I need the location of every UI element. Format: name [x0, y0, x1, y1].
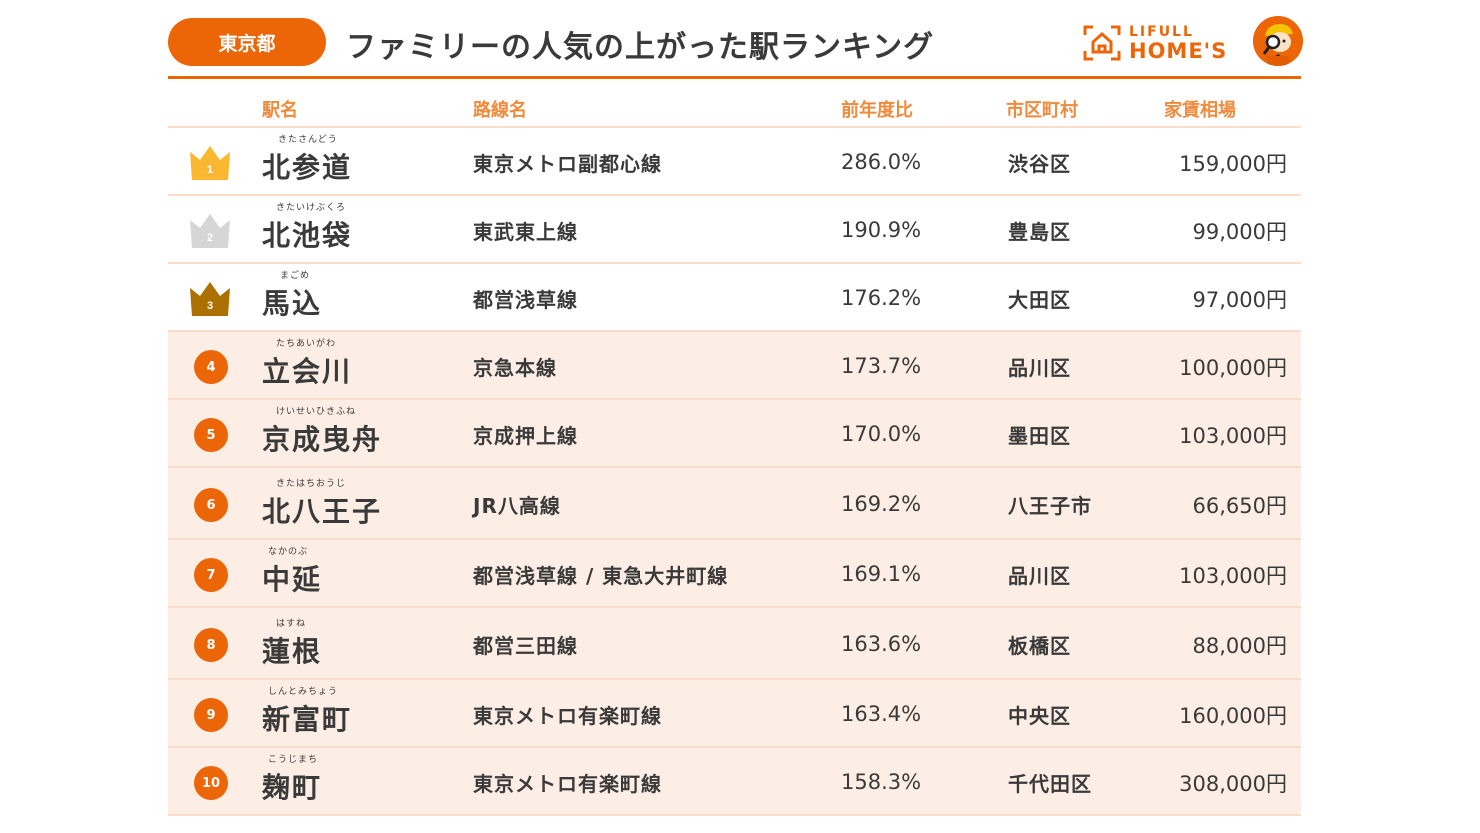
logo-line2: HOME'S — [1129, 38, 1228, 63]
crown-silver-icon: 2 — [188, 214, 232, 248]
line-name: 京急本線 — [473, 356, 557, 380]
line-name: 京成押上線 — [473, 424, 578, 448]
station-ruby: きたはちおうじ — [276, 479, 347, 489]
rank-badge: 8 — [194, 628, 228, 662]
line-name: 東武東上線 — [473, 220, 578, 244]
ratio-value: 286.0% — [841, 150, 922, 174]
station-ruby: なかのぶ — [268, 547, 309, 557]
table-row: 8 はすね 蓮根 都営三田線 163.6% 板橋区 88,000円 — [168, 608, 1301, 680]
column-header-ratio: 前年度比 — [841, 100, 913, 121]
table-row: 2 きたいけぶくろ 北池袋 東武東上線 190.9% 豊島区 99,000円 — [168, 196, 1301, 264]
ratio-value: 190.9% — [841, 218, 922, 242]
ratio-value: 170.0% — [841, 422, 922, 446]
station-ruby: まごめ — [280, 271, 311, 281]
city-name: 板橋区 — [1008, 634, 1071, 658]
table-row: 1 きたさんどう 北参道 東京メトロ副都心線 286.0% 渋谷区 159,00… — [168, 128, 1301, 196]
ratio-value: 169.2% — [841, 492, 922, 516]
rent-value: 88,000円 — [1192, 634, 1287, 658]
city-name: 渋谷区 — [1008, 152, 1071, 176]
station-name: 北八王子 — [262, 495, 383, 528]
house-frame-icon — [1083, 25, 1121, 61]
rent-value: 103,000円 — [1179, 424, 1287, 448]
prefecture-badge: 東京都 — [168, 18, 326, 66]
rank-number: 1 — [207, 164, 213, 176]
lifull-homes-logo: LIFULL HOME'S — [1083, 20, 1243, 66]
mascot-magnifier-icon — [1253, 16, 1303, 66]
station-ruby: しんとみちょう — [268, 687, 339, 697]
page-title: ファミリーの人気の上がった駅ランキング — [346, 30, 935, 65]
line-name: 東京メトロ副都心線 — [473, 152, 662, 176]
city-name: 中央区 — [1008, 704, 1071, 728]
station-name: 中延 — [262, 563, 323, 596]
table-row: 10 こうじまち 麹町 東京メトロ有楽町線 158.3% 千代田区 308,00… — [168, 748, 1301, 816]
rank-number: 3 — [207, 300, 213, 312]
rank-badge: 10 — [194, 766, 228, 800]
table-row: 6 きたはちおうじ 北八王子 JR八高線 169.2% 八王子市 66,650円 — [168, 468, 1301, 540]
station-ruby: きたいけぶくろ — [276, 203, 347, 213]
ratio-value: 176.2% — [841, 286, 922, 310]
city-name: 品川区 — [1008, 564, 1071, 588]
crown-bronze-icon: 3 — [188, 282, 232, 316]
city-name: 墨田区 — [1008, 424, 1071, 448]
city-name: 豊島区 — [1008, 220, 1071, 244]
table-row: 7 なかのぶ 中延 都営浅草線 / 東急大井町線 169.1% 品川区 103,… — [168, 540, 1301, 608]
table-row: 3 まごめ 馬込 都営浅草線 176.2% 大田区 97,000円 — [168, 264, 1301, 332]
city-name: 品川区 — [1008, 356, 1071, 380]
station-name: 麹町 — [262, 771, 323, 804]
page-header: 東京都 ファミリーの人気の上がった駅ランキング LIFULL HOME'S — [168, 16, 1303, 78]
table-header: 駅名 路線名 前年度比 市区町村 家賃相場 — [168, 90, 1301, 128]
ratio-value: 169.1% — [841, 562, 922, 586]
header-divider — [168, 76, 1301, 79]
line-name: 都営浅草線 / 東急大井町線 — [473, 564, 729, 588]
rent-value: 100,000円 — [1179, 356, 1287, 380]
station-ruby: こうじまち — [268, 755, 319, 765]
station-name: 馬込 — [262, 287, 323, 320]
station-ruby: たちあいがわ — [276, 339, 337, 349]
table-row: 5 けいせいひきふね 京成曳舟 京成押上線 170.0% 墨田区 103,000… — [168, 400, 1301, 468]
station-name: 立会川 — [262, 355, 353, 388]
column-header-rent: 家賃相場 — [1164, 100, 1236, 121]
station-name: 北池袋 — [262, 219, 353, 252]
station-name: 北参道 — [262, 151, 353, 184]
line-name: 東京メトロ有楽町線 — [473, 772, 662, 796]
rent-value: 159,000円 — [1179, 152, 1287, 176]
ratio-value: 163.4% — [841, 702, 922, 726]
rank-badge: 6 — [194, 488, 228, 522]
line-name: 都営浅草線 — [473, 288, 578, 312]
city-name: 八王子市 — [1008, 494, 1092, 518]
logo-line1: LIFULL — [1129, 23, 1194, 40]
table-row: 4 たちあいがわ 立会川 京急本線 173.7% 品川区 100,000円 — [168, 332, 1301, 400]
line-name: JR八高線 — [473, 494, 561, 518]
rank-badge: 5 — [194, 418, 228, 452]
station-name: 新富町 — [262, 703, 353, 736]
column-header-line: 路線名 — [473, 100, 527, 121]
rent-value: 97,000円 — [1192, 288, 1287, 312]
crown-gold-icon: 1 — [188, 146, 232, 180]
rent-value: 160,000円 — [1179, 704, 1287, 728]
column-header-city: 市区町村 — [1006, 100, 1078, 121]
ratio-value: 163.6% — [841, 632, 922, 656]
station-name: 京成曳舟 — [262, 423, 383, 456]
table-row: 9 しんとみちょう 新富町 東京メトロ有楽町線 163.4% 中央区 160,0… — [168, 680, 1301, 748]
rank-badge: 9 — [194, 698, 228, 732]
city-name: 大田区 — [1008, 288, 1071, 312]
station-ruby: はすね — [276, 619, 307, 629]
line-name: 東京メトロ有楽町線 — [473, 704, 662, 728]
ratio-value: 158.3% — [841, 770, 922, 794]
rent-value: 99,000円 — [1192, 220, 1287, 244]
rent-value: 66,650円 — [1192, 494, 1287, 518]
station-ruby: きたさんどう — [278, 135, 338, 145]
line-name: 都営三田線 — [473, 634, 578, 658]
ratio-value: 173.7% — [841, 354, 922, 378]
station-name: 蓮根 — [262, 635, 323, 668]
rank-number: 2 — [207, 232, 213, 244]
ranking-table: 駅名 路線名 前年度比 市区町村 家賃相場 1 きたさんどう 北参道 東京メトロ… — [168, 90, 1301, 816]
rent-value: 103,000円 — [1179, 564, 1287, 588]
rank-badge: 4 — [194, 350, 228, 384]
station-ruby: けいせいひきふね — [276, 407, 357, 417]
city-name: 千代田区 — [1008, 772, 1092, 796]
rank-badge: 7 — [194, 558, 228, 592]
column-header-station: 駅名 — [262, 100, 298, 121]
rent-value: 308,000円 — [1179, 772, 1287, 796]
